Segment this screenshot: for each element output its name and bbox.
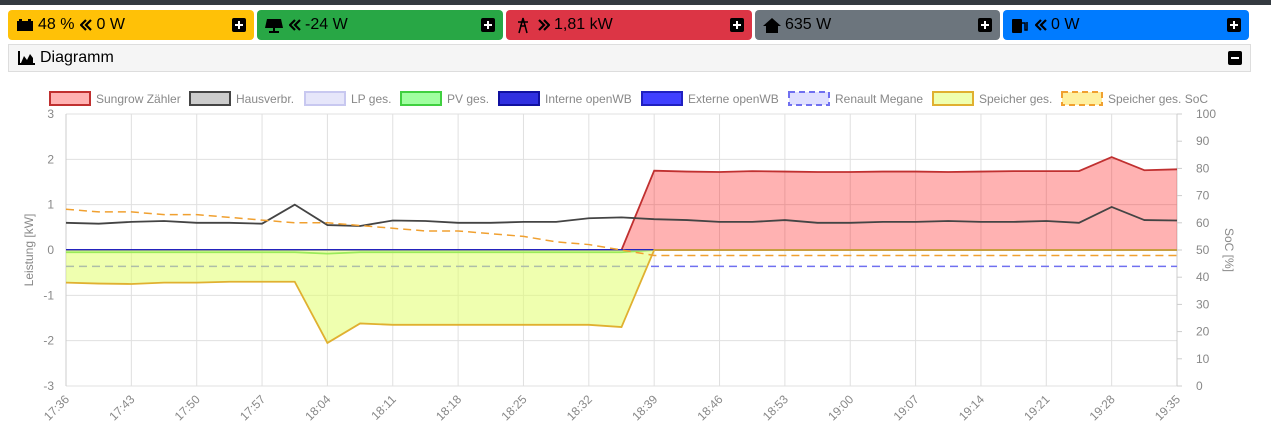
y2-tick-label: 20: [1196, 325, 1210, 339]
expand-button[interactable]: [978, 18, 992, 32]
legend-label: Interne openWB: [545, 92, 632, 106]
expand-button[interactable]: [232, 18, 246, 32]
status-box[interactable]: 1,81 kW: [506, 10, 752, 40]
x-tick-label: 17:50: [172, 392, 203, 423]
legend-label: LP ges.: [351, 92, 391, 106]
series-area: [66, 250, 1177, 343]
x-tick-label: 19:07: [891, 392, 922, 423]
y-axis-label: Leistung [kW]: [22, 214, 36, 287]
legend-swatch: [498, 91, 540, 106]
expand-button[interactable]: [1227, 18, 1241, 32]
x-tick-label: 18:25: [498, 392, 529, 423]
series-line: [65, 208, 1177, 257]
y2-tick-label: 90: [1196, 134, 1210, 148]
x-tick-label: 17:36: [41, 392, 72, 423]
status-value: 635 W: [785, 16, 832, 33]
y2-axis-label: SoC [%]: [1222, 228, 1236, 272]
y-tick-label: 2: [47, 152, 54, 166]
legend-swatch: [641, 91, 683, 106]
legend-label: PV ges.: [447, 92, 489, 106]
panel-title: Diagramm: [40, 49, 114, 66]
legend-swatch: [49, 91, 91, 106]
legend-label: Hausverbr.: [236, 92, 294, 106]
y2-tick-label: 100: [1196, 107, 1216, 121]
direction-icon: [538, 19, 550, 31]
y2-tick-label: 70: [1196, 189, 1210, 203]
status-icon: [265, 18, 283, 33]
y-tick-label: 0: [47, 243, 54, 257]
legend-swatch: [788, 91, 830, 106]
y-tick-label: -3: [43, 379, 54, 393]
legend-label: Renault Megane: [835, 92, 923, 106]
chart-icon: [18, 51, 35, 65]
status-box[interactable]: -24 W: [257, 10, 503, 40]
x-tick-label: 17:43: [106, 392, 137, 423]
y2-tick-label: 10: [1196, 352, 1210, 366]
status-value: 0 W: [1051, 16, 1080, 33]
status-icon: [1012, 18, 1028, 33]
y2-tick-label: 50: [1196, 243, 1210, 257]
status-value: 1,81 kW: [554, 16, 613, 33]
status-box[interactable]: 635 W: [755, 10, 1000, 40]
y-tick-label: -1: [43, 288, 54, 302]
direction-icon: [1035, 19, 1047, 31]
y2-tick-label: 40: [1196, 270, 1210, 284]
direction-icon: [289, 19, 301, 31]
expand-button[interactable]: [730, 18, 744, 32]
x-tick-label: 18:32: [564, 392, 595, 423]
legend-swatch: [189, 91, 231, 106]
collapse-button[interactable]: [1228, 51, 1242, 65]
y2-tick-label: 80: [1196, 161, 1210, 175]
x-tick-label: 19:35: [1152, 392, 1183, 423]
legend-label: Speicher ges. SoC: [1108, 92, 1208, 106]
x-tick-label: 18:18: [433, 392, 464, 423]
x-tick-label: 18:46: [695, 392, 726, 423]
top-bar: [0, 0, 1271, 5]
x-tick-label: 18:53: [760, 392, 791, 423]
x-tick-label: 19:00: [825, 392, 856, 423]
legend-label: Speicher ges.: [979, 92, 1052, 106]
legend-swatch: [1061, 91, 1103, 106]
status-value: 0 W: [96, 16, 125, 33]
y-tick-label: 1: [47, 198, 54, 212]
x-tick-label: 18:39: [629, 392, 660, 423]
status-icon: [763, 17, 781, 33]
status-value: 48 %: [38, 16, 75, 33]
y-tick-label: 3: [47, 107, 54, 121]
legend-swatch: [932, 91, 974, 106]
x-tick-label: 18:11: [368, 392, 399, 423]
status-icon: [518, 17, 528, 33]
y2-tick-label: 30: [1196, 297, 1210, 311]
expand-button[interactable]: [481, 18, 495, 32]
panel-header[interactable]: Diagramm: [8, 44, 1251, 72]
status-value: -24 W: [305, 16, 348, 33]
status-icon: [17, 18, 33, 31]
status-box[interactable]: 0 W: [1003, 10, 1249, 40]
x-tick-label: 19:28: [1087, 392, 1118, 423]
y2-tick-label: 60: [1196, 216, 1210, 230]
legend-label: Externe openWB: [688, 92, 779, 106]
y-tick-label: -2: [43, 334, 54, 348]
y2-tick-label: 0: [1196, 379, 1203, 393]
direction-icon: [80, 19, 93, 31]
x-tick-label: 19:14: [956, 392, 987, 423]
x-tick-label: 17:57: [237, 392, 268, 423]
series-area: [66, 157, 1177, 250]
x-tick-label: 18:04: [302, 392, 333, 423]
legend-label: Sungrow Zähler: [96, 92, 181, 106]
legend-swatch: [304, 91, 346, 106]
series-line: [65, 203, 1178, 227]
legend-swatch: [400, 91, 442, 106]
status-box[interactable]: 48 % 0 W: [8, 10, 254, 40]
series-line: [65, 249, 1177, 345]
x-tick-label: 19:21: [1021, 392, 1052, 423]
